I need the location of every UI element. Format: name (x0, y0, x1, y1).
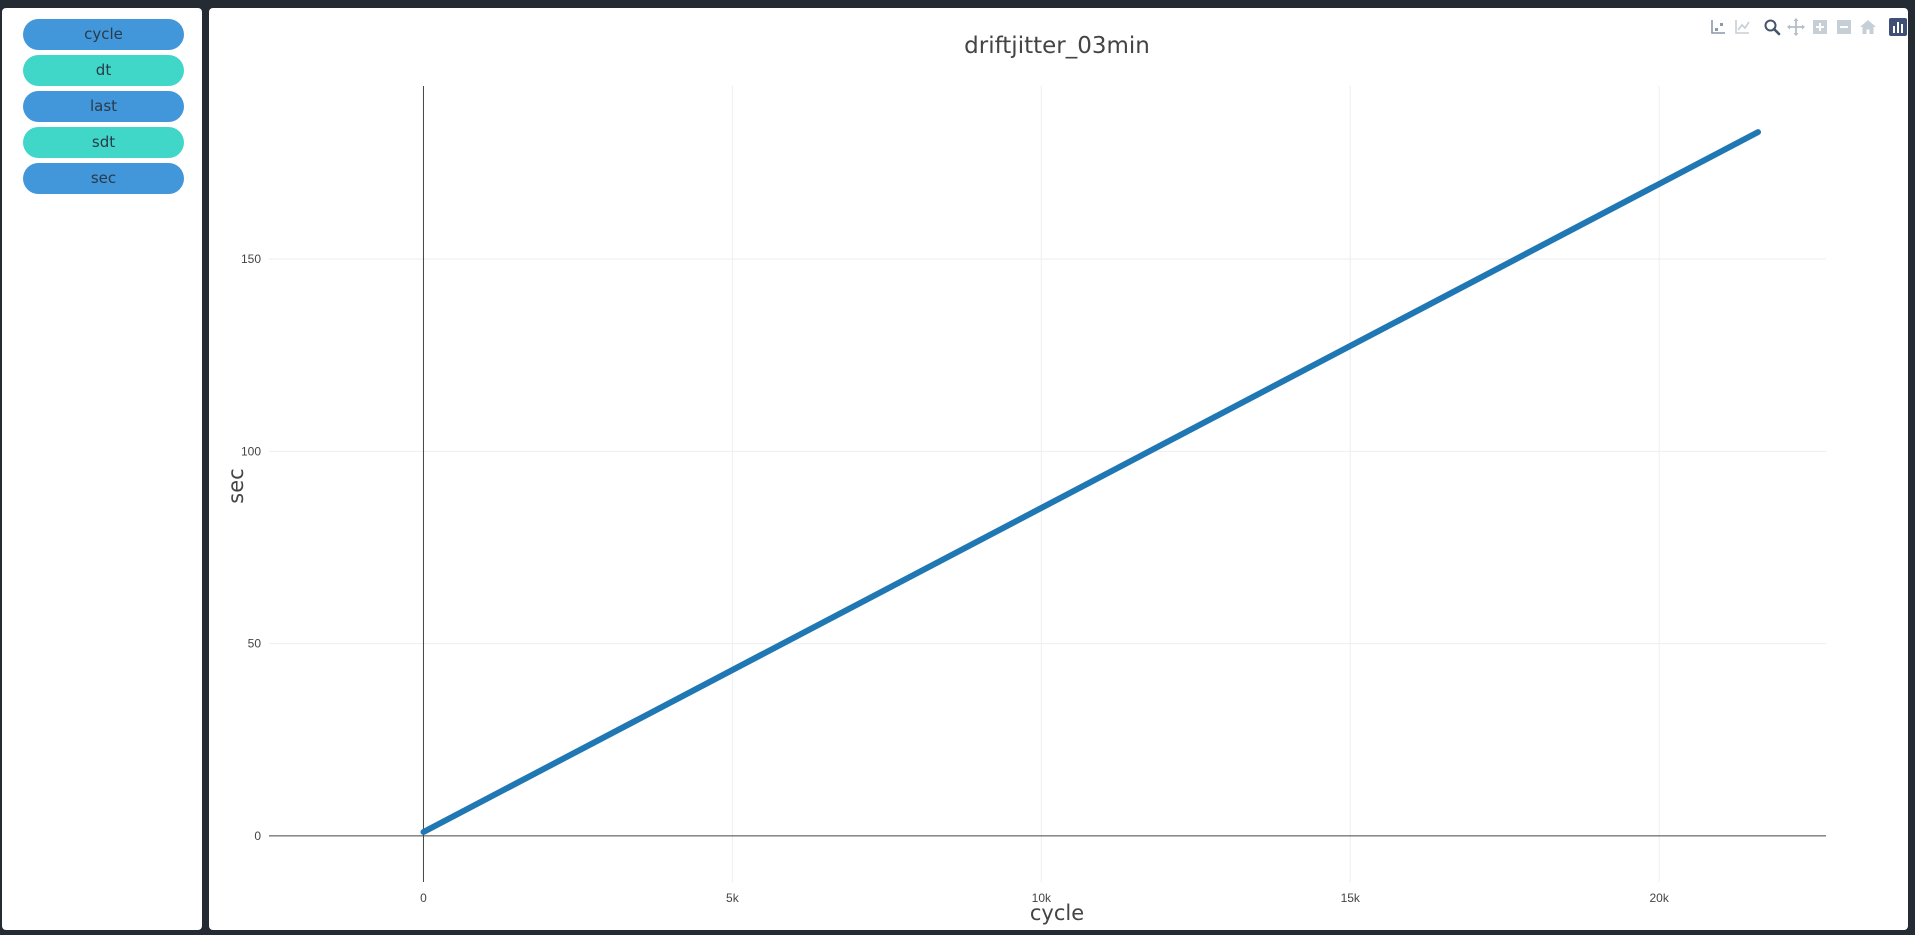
x-tick-labels: 0 5k 10k 15k 20k (420, 891, 1670, 905)
chart-panel: 0 5k 10k 15k 20k 0 50 100 150 driftjitter_03min… (209, 8, 1908, 930)
y-tick-label: 50 (248, 637, 262, 651)
series-lines (420, 129, 1761, 835)
pan-icon[interactable] (1786, 17, 1806, 37)
plotly-logo-icon[interactable] (1888, 17, 1908, 37)
x-tick-label: 20k (1649, 891, 1669, 905)
compare-data-icon[interactable] (1708, 17, 1728, 37)
zoom-in-icon[interactable] (1810, 17, 1830, 37)
x-tick-label: 10k (1032, 891, 1052, 905)
x-tick-label: 5k (726, 891, 740, 905)
variable-button-last[interactable]: last (23, 91, 184, 122)
x-tick-label: 0 (420, 891, 427, 905)
x-tick-label: 15k (1341, 891, 1361, 905)
plot-area[interactable]: 0 5k 10k 15k 20k 0 50 100 150 driftjitter_03min… (209, 8, 1908, 930)
x-axis-title: cycle (1030, 901, 1084, 925)
y-tick-label: 100 (241, 444, 261, 458)
variable-button-sec[interactable]: sec (23, 163, 184, 194)
zoom-icon[interactable] (1762, 17, 1782, 37)
variable-button-sdt[interactable]: sdt (23, 127, 184, 158)
variable-button-dt[interactable]: dt (23, 55, 184, 86)
reset-axes-icon[interactable] (1858, 17, 1878, 37)
chart-title: driftjitter_03min (964, 33, 1150, 59)
y-tick-labels: 0 50 100 150 (241, 252, 261, 843)
zoom-out-icon[interactable] (1834, 17, 1854, 37)
closest-data-icon[interactable] (1732, 17, 1752, 37)
variable-button-cycle[interactable]: cycle (23, 19, 184, 50)
variable-sidebar: cycle dt last sdt sec (2, 8, 202, 930)
axis-lines (269, 86, 1826, 882)
y-tick-label: 0 (254, 829, 261, 843)
gridlines (269, 86, 1826, 882)
series-line[interactable] (420, 129, 1761, 835)
y-axis-title: sec (224, 468, 248, 503)
y-tick-label: 150 (241, 252, 261, 266)
